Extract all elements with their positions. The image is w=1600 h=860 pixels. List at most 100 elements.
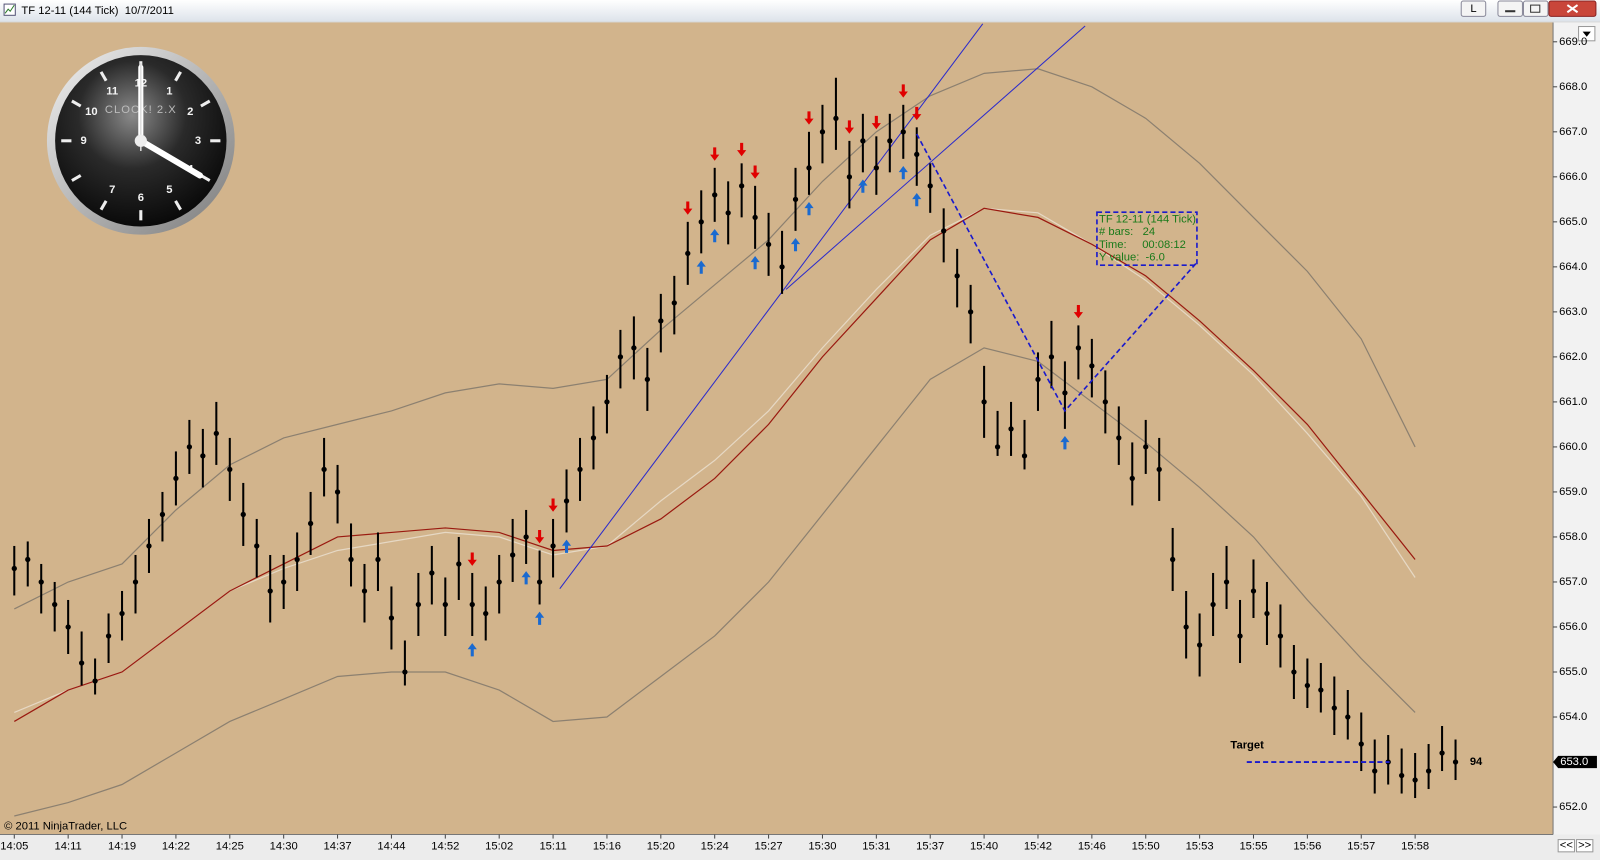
close-dot <box>617 354 624 360</box>
close-dot <box>1291 669 1297 675</box>
close-dot <box>1264 610 1270 617</box>
close-dot <box>658 318 664 324</box>
sell-arrow <box>804 111 814 125</box>
close-dot <box>981 399 987 405</box>
y-tick-label: 668.0 <box>1559 81 1587 93</box>
close-dot <box>496 579 502 585</box>
minimize-button[interactable] <box>1497 0 1523 17</box>
buy-arrow <box>912 192 922 207</box>
close-dot <box>577 466 583 473</box>
close-dot <box>765 241 772 248</box>
close-dot <box>132 579 139 585</box>
close-dot <box>52 601 58 608</box>
restore-button[interactable] <box>1522 0 1549 17</box>
close-dot <box>1223 579 1230 585</box>
sell-arrow <box>750 165 760 179</box>
y-tick-label: 667.0 <box>1559 126 1587 138</box>
sell-arrow <box>912 106 922 121</box>
sell-arrow <box>898 84 908 98</box>
axis-menu-icon <box>1582 31 1591 37</box>
y-tick-label: 658.0 <box>1559 531 1587 543</box>
clock-tick <box>99 200 108 211</box>
close-dot <box>334 489 341 495</box>
close-dot <box>173 475 179 482</box>
sell-arrow <box>871 115 881 130</box>
title-bar <box>0 0 1600 22</box>
close-dot <box>860 138 866 144</box>
scroll-left-button[interactable] <box>1557 839 1575 853</box>
x-tick-label: 15:16 <box>593 841 621 853</box>
close-dot <box>1412 777 1418 783</box>
measure-line <box>916 133 1198 413</box>
info-line: # bars: 24 <box>1099 226 1155 238</box>
close-dot <box>792 196 799 203</box>
close-dot <box>671 300 677 306</box>
close-dot <box>186 444 193 450</box>
close-dot <box>375 556 381 563</box>
close-dot <box>483 610 489 617</box>
close-dot <box>25 556 31 563</box>
y-tick-label: 661.0 <box>1559 396 1587 408</box>
x-tick-label: 15:27 <box>755 841 783 853</box>
close-dot <box>146 543 152 549</box>
trend-line <box>559 23 984 590</box>
clock-tick <box>174 200 182 211</box>
y-tick-label: 655.0 <box>1559 666 1587 678</box>
buy-arrow <box>1060 436 1070 450</box>
close-dot <box>321 466 327 473</box>
last-price-marker <box>1553 755 1597 769</box>
close-dot <box>563 498 570 504</box>
y-tick-label: 656.0 <box>1559 621 1587 633</box>
buy-arrow <box>858 179 868 193</box>
x-tick-label: 15:02 <box>485 841 513 853</box>
scroll-right-button[interactable] <box>1576 839 1594 853</box>
close-dot <box>725 210 731 216</box>
close-dot <box>833 115 839 121</box>
close-dot <box>1008 426 1014 432</box>
close-dot <box>1102 399 1108 405</box>
app-icon <box>3 3 16 16</box>
close-dot <box>819 129 826 135</box>
close-dot <box>927 183 933 189</box>
close-dot <box>631 345 637 351</box>
x-tick-label: 15:55 <box>1239 841 1267 853</box>
close-dot <box>685 250 691 257</box>
close-dot <box>604 399 610 405</box>
close-dot <box>1129 475 1135 482</box>
close-dot <box>846 174 853 180</box>
buy-arrow <box>750 256 760 270</box>
close-dot <box>159 511 166 518</box>
x-tick-label: 14:05 <box>0 841 28 853</box>
close-dot <box>550 543 556 549</box>
close-dot <box>1170 556 1176 563</box>
clock-numeral: 9 <box>81 135 87 147</box>
clock-tick <box>71 174 82 182</box>
close-dot <box>307 520 314 527</box>
clock-tick <box>99 71 108 82</box>
close-dot <box>1277 633 1284 639</box>
band-line <box>13 207 1416 722</box>
close-dot <box>779 264 785 270</box>
close-dot <box>900 129 906 135</box>
close-dot <box>1035 376 1041 383</box>
info-box <box>1096 211 1198 267</box>
link-button[interactable] <box>1460 0 1487 17</box>
x-tick-label: 14:11 <box>55 841 82 853</box>
clock-tick <box>200 99 211 108</box>
clock-numeral: 3 <box>195 135 201 147</box>
close-dot <box>65 624 71 630</box>
close-dot <box>105 633 112 639</box>
close-dot <box>887 138 893 144</box>
close-dot <box>429 570 435 576</box>
close-dot <box>415 601 422 608</box>
x-tick-label: 15:42 <box>1024 841 1052 853</box>
x-tick-label: 14:25 <box>216 841 244 853</box>
close-dot <box>1358 741 1364 747</box>
close-dot <box>469 601 475 608</box>
x-tick-label: 15:58 <box>1401 841 1429 853</box>
y-tick-label: 659.0 <box>1559 486 1587 498</box>
window-title: TF 12-11 (144 Tick) 10/7/2011 <box>21 5 173 17</box>
close-dot <box>442 601 448 608</box>
band-line <box>14 68 1416 610</box>
